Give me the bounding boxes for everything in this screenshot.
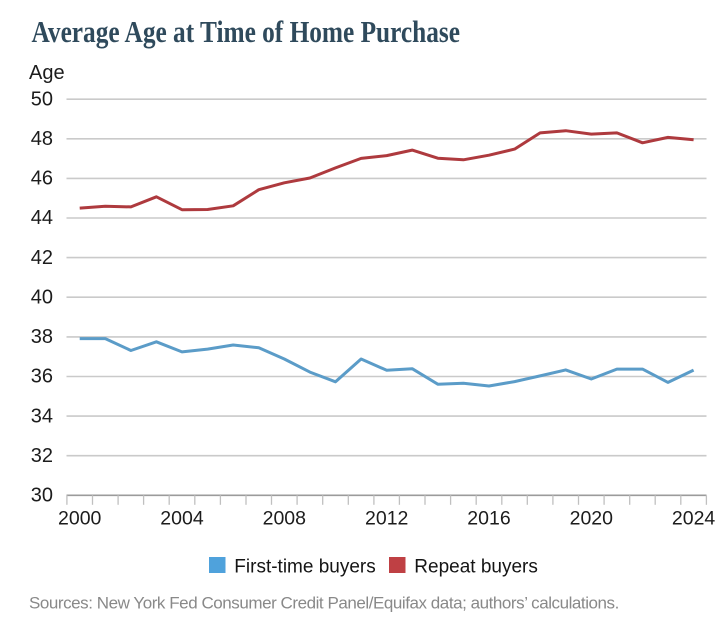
svg-text:30: 30 [31,485,53,507]
svg-text:2008: 2008 [263,508,306,530]
svg-text:32: 32 [31,445,53,467]
svg-text:2024: 2024 [672,508,716,530]
svg-text:44: 44 [31,207,53,229]
svg-text:Age: Age [29,62,65,84]
svg-text:48: 48 [31,128,53,150]
svg-text:2000: 2000 [58,508,102,530]
svg-text:2016: 2016 [467,508,510,530]
svg-text:34: 34 [31,405,53,427]
svg-text:Sources: New York Fed Consumer: Sources: New York Fed Consumer Credit Pa… [29,593,619,612]
svg-text:46: 46 [31,168,53,190]
svg-text:2004: 2004 [160,508,204,530]
svg-text:2012: 2012 [365,508,408,530]
svg-text:First-time buyers: First-time buyers [234,557,375,578]
svg-text:Average Age at Time of Home Pu: Average Age at Time of Home Purchase [32,14,461,49]
svg-text:50: 50 [31,88,53,110]
svg-text:38: 38 [31,326,53,348]
svg-text:40: 40 [31,286,53,308]
svg-text:42: 42 [31,247,53,269]
svg-text:2020: 2020 [570,508,614,530]
svg-text:36: 36 [31,366,53,388]
svg-text:Repeat buyers: Repeat buyers [414,557,538,578]
